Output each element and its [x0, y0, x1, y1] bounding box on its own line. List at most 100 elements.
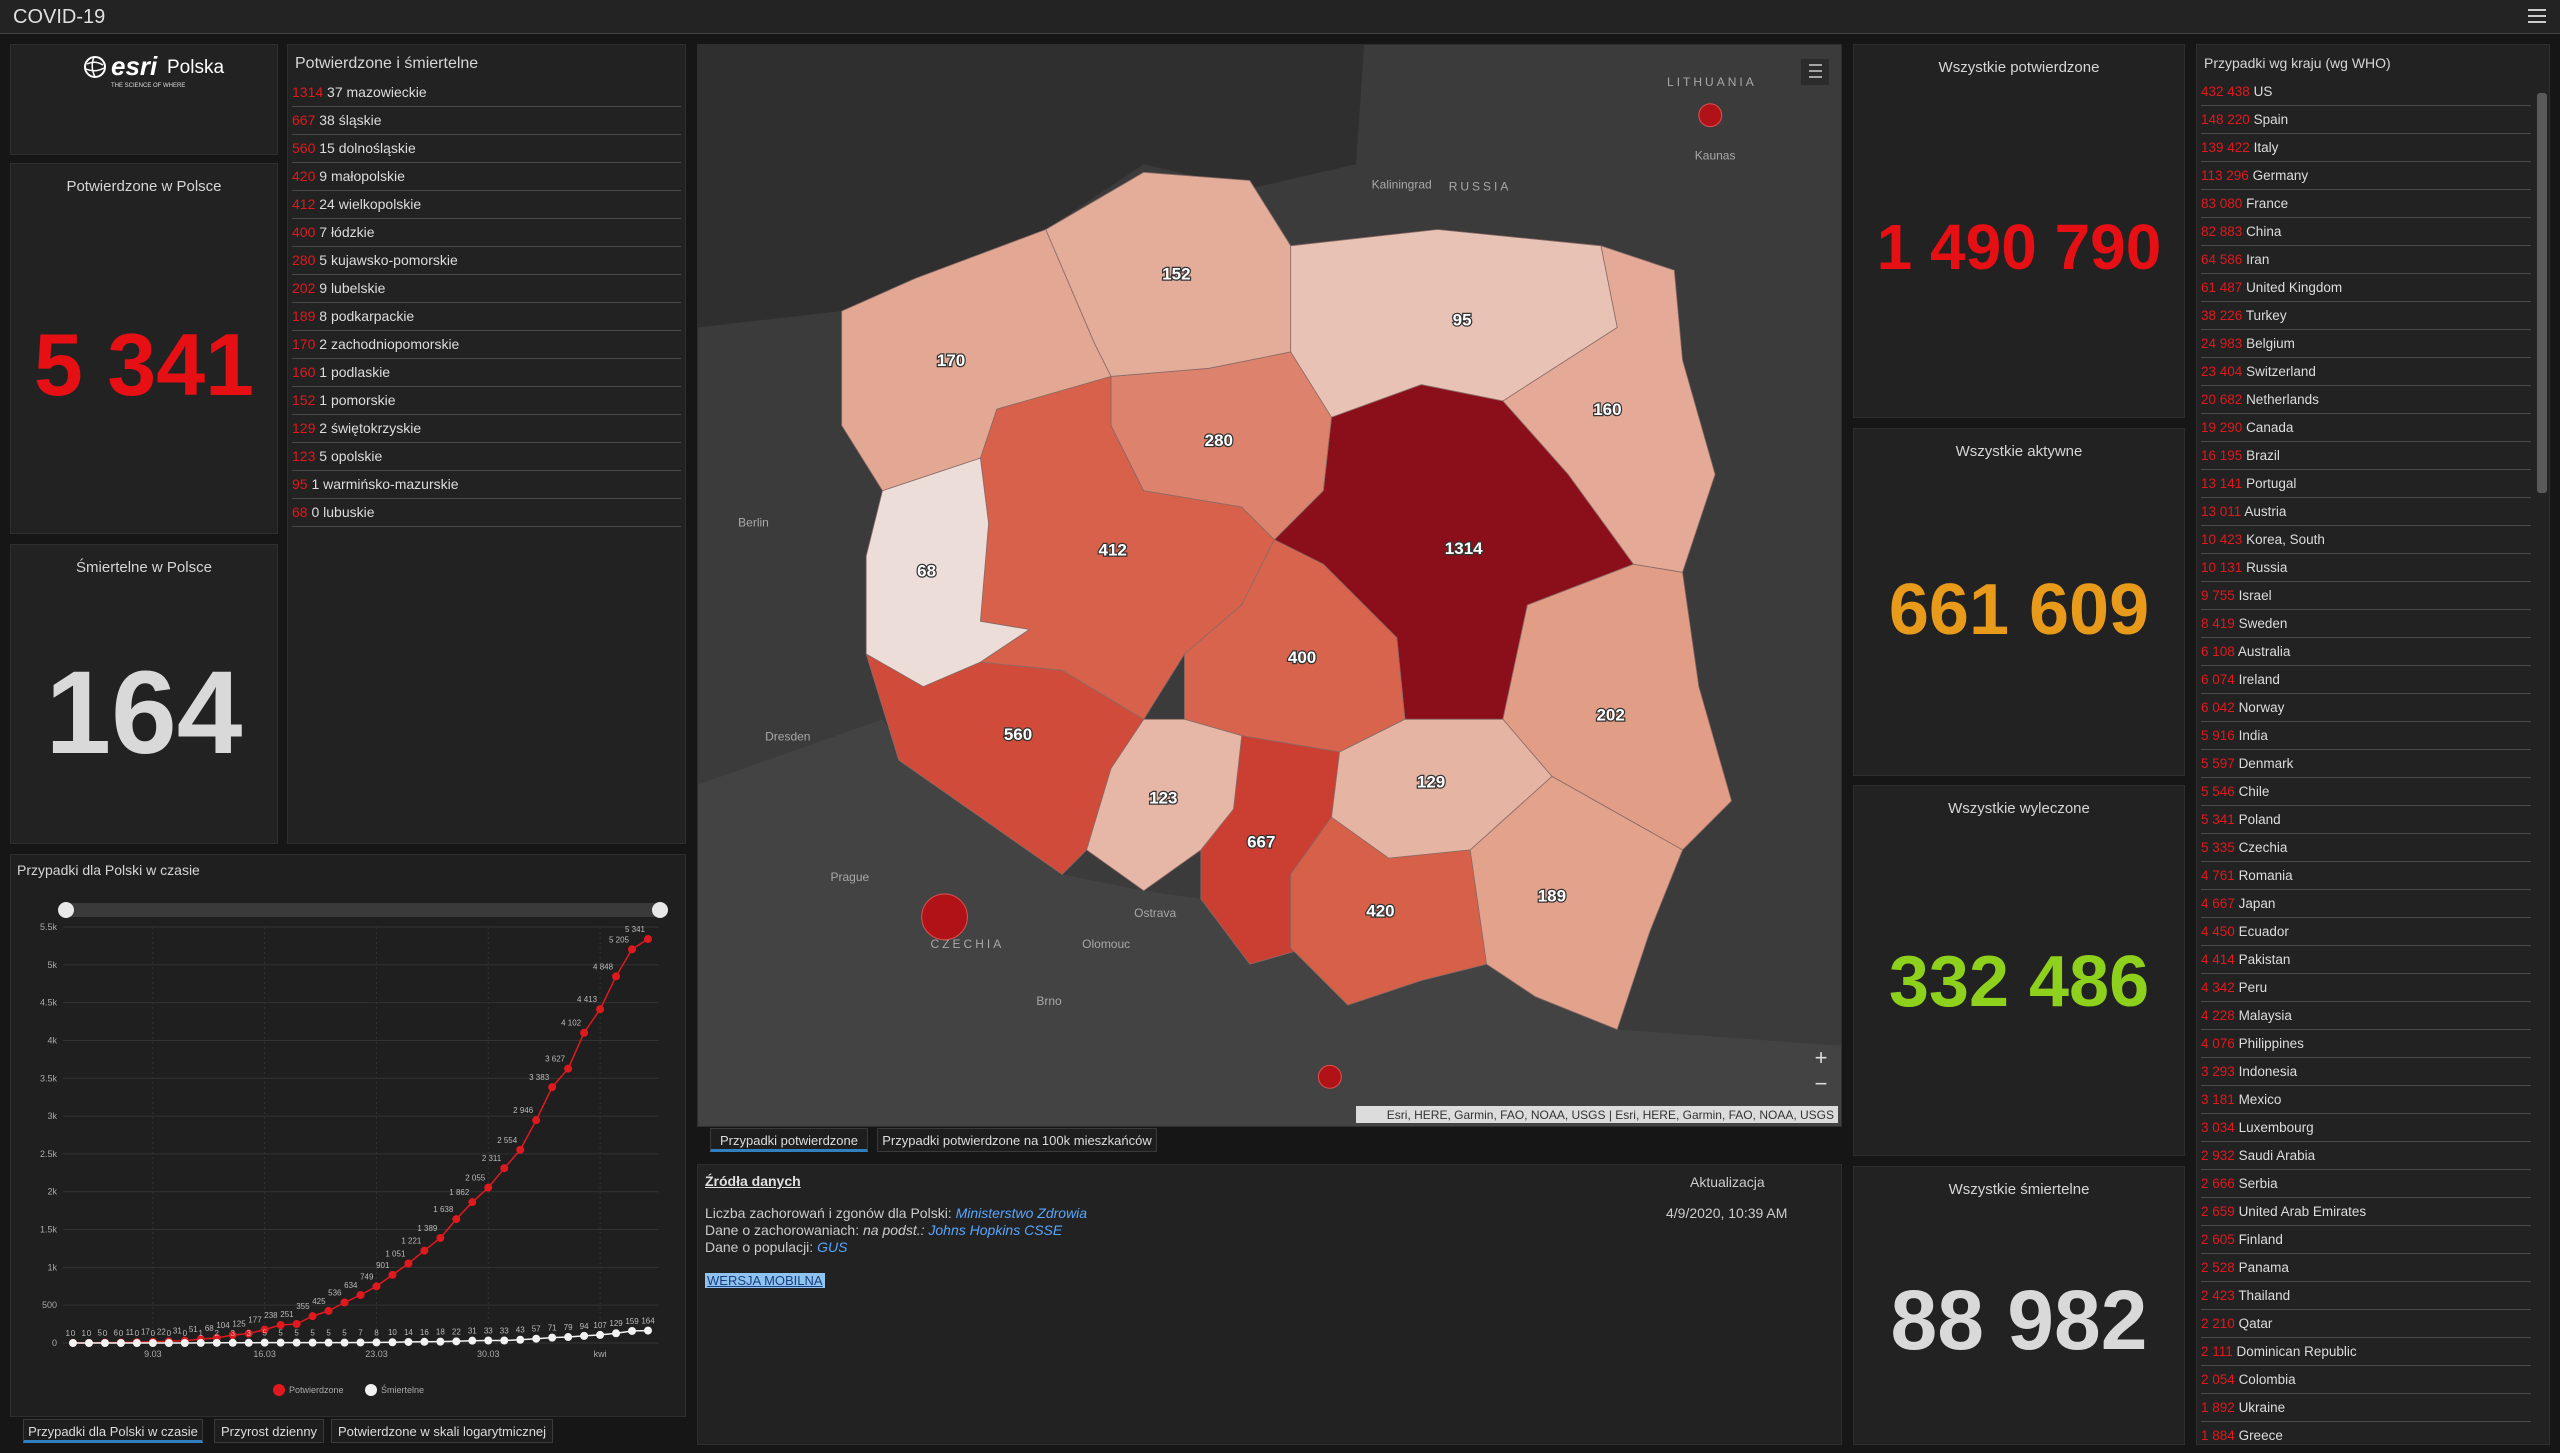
- zoom-button[interactable]: +: [1815, 1045, 1828, 1070]
- data-point: [628, 1326, 637, 1335]
- case-count: 2 210: [2201, 1316, 2235, 1331]
- list-row: 4 342 Peru: [2201, 974, 2531, 1002]
- scrollbar[interactable]: [2537, 93, 2547, 493]
- country-name: Austria: [2244, 504, 2287, 519]
- data-label: 33: [484, 1327, 493, 1336]
- region[interactable]: [1184, 539, 1406, 753]
- data-point: [548, 1333, 557, 1342]
- big-number: 164: [45, 647, 243, 779]
- data-point: [404, 1259, 413, 1268]
- tab[interactable]: Przypadki potwierdzone: [710, 1128, 868, 1152]
- data-point: [516, 1145, 525, 1154]
- legend-button[interactable]: [1801, 59, 1829, 85]
- confirmed-count: 560: [292, 140, 316, 156]
- list-row: 82 883 China: [2201, 218, 2531, 246]
- chart: Przypadki dla Polski w czasie05001k1.5k2…: [17, 862, 668, 1396]
- source-link[interactable]: GUS: [817, 1239, 848, 1255]
- source-link[interactable]: Johns Hopkins CSSE: [928, 1222, 1063, 1238]
- list-row: 13 141 Portugal: [2201, 470, 2531, 498]
- mobile-link[interactable]: WERSJA MOBILNA: [705, 1273, 825, 1288]
- death-count: 24: [319, 196, 335, 212]
- data-label: 177: [248, 1316, 262, 1325]
- confirmed-count: 667: [292, 112, 316, 128]
- data-point: [228, 1338, 237, 1347]
- update-title: Aktualizacja: [1690, 1174, 1765, 1190]
- list-row: 412 24 wielkopolskie: [292, 191, 681, 219]
- big-number: 332 486: [1888, 942, 2150, 1022]
- tab[interactable]: Przypadki potwierdzone na 100k mieszkańc…: [877, 1128, 1157, 1152]
- data-label: 7: [358, 1328, 363, 1337]
- case-count: 4 667: [2201, 896, 2235, 911]
- list-row: 152 1 pomorskie: [292, 387, 681, 415]
- region-name: podlaskie: [330, 364, 391, 380]
- data-point: [244, 1338, 253, 1347]
- menu-icon[interactable]: [2528, 8, 2546, 24]
- list-row: 2 666 Serbia: [2201, 1170, 2531, 1198]
- list-row: 68 0 lubuskie: [292, 499, 681, 527]
- case-count: 2 932: [2201, 1148, 2235, 1163]
- region-name: wielkopolskie: [338, 196, 422, 212]
- list-row: 2 932 Saudi Arabia: [2201, 1142, 2531, 1170]
- data-label: 164: [641, 1317, 655, 1326]
- data-label: 159: [625, 1317, 639, 1326]
- map-panel: 1314 667 560 420 412 400 280 202 189 170 160 152 129…: [697, 44, 1842, 1127]
- data-point: [564, 1064, 573, 1073]
- y-tick-label: 500: [42, 1300, 57, 1310]
- list-row: 1 884 Greece: [2201, 1422, 2531, 1444]
- country-name: Australia: [2237, 644, 2291, 659]
- country-name: Switzerland: [2246, 364, 2316, 379]
- data-point: [116, 1339, 125, 1347]
- tab[interactable]: Przyrost dzienny: [214, 1419, 324, 1443]
- region[interactable]: [1086, 718, 1243, 892]
- region-name: śląskie: [338, 112, 382, 128]
- region[interactable]: [1290, 229, 1618, 418]
- data-point: [564, 1333, 573, 1342]
- data-point: [276, 1338, 285, 1347]
- source-text: Dane o populacji:: [705, 1239, 814, 1255]
- region[interactable]: [1331, 718, 1553, 859]
- region[interactable]: [1469, 775, 1684, 1031]
- region-label: 160: [1593, 400, 1621, 419]
- data-label: 901: [376, 1261, 390, 1270]
- case-count: 2 605: [2201, 1232, 2235, 1247]
- slider-handle[interactable]: [652, 902, 668, 918]
- map-tabs: Przypadki potwierdzone Przypadki potwierd…: [697, 1127, 1842, 1155]
- list-row: 6 042 Norway: [2201, 694, 2531, 722]
- list-row: 129 2 świętokrzyskie: [292, 415, 681, 443]
- case-count: 10 131: [2201, 560, 2243, 575]
- source-link[interactable]: Ministerstwo Zdrowia: [955, 1205, 1088, 1221]
- region-name: warmińsko-mazurskie: [323, 476, 459, 492]
- region-name: dolnośląskie: [338, 140, 416, 156]
- source-line: Liczba zachorowań i zgonów dla Polski: M…: [705, 1205, 1087, 1221]
- confirmed-count: 400: [292, 224, 316, 240]
- country-name: Norway: [2238, 700, 2285, 715]
- country-name: Mexico: [2238, 1092, 2282, 1107]
- case-count: 4 342: [2201, 980, 2235, 995]
- slider-handle[interactable]: [58, 902, 74, 918]
- data-point: [132, 1339, 141, 1347]
- list-row: 8 419 Sweden: [2201, 610, 2531, 638]
- data-point: [388, 1270, 397, 1279]
- tab[interactable]: Potwierdzone w skali logarytmicznej: [331, 1419, 553, 1443]
- case-count: 64 586: [2201, 252, 2243, 267]
- zoom-button[interactable]: −: [1815, 1071, 1828, 1096]
- source-line: Dane o populacji: GUS: [705, 1239, 847, 1255]
- region[interactable]: [841, 228, 1112, 492]
- case-count: 5 916: [2201, 728, 2235, 743]
- y-tick-label: 2k: [47, 1187, 57, 1197]
- data-label: 22: [157, 1327, 166, 1336]
- logo-tagline: THE SCIENCE OF WHERE: [111, 83, 186, 89]
- case-count: 19 290: [2201, 420, 2243, 435]
- tab[interactable]: Przypadki dla Polski w czasie: [23, 1419, 203, 1443]
- list-row: 400 7 łódzkie: [292, 219, 681, 247]
- case-count: 148 220: [2201, 112, 2250, 127]
- list-row: 95 1 warmińsko-mazurskie: [292, 471, 681, 499]
- data-label: 6: [113, 1329, 118, 1338]
- death-count: 15: [319, 140, 335, 156]
- region-label: 170: [937, 351, 965, 370]
- data-point: [484, 1183, 493, 1192]
- neighbor-land: [698, 719, 1841, 1126]
- region[interactable]: [865, 457, 1031, 688]
- panel-title: Wszystkie śmiertelne: [1948, 1181, 2090, 1198]
- range-slider[interactable]: [66, 903, 660, 917]
